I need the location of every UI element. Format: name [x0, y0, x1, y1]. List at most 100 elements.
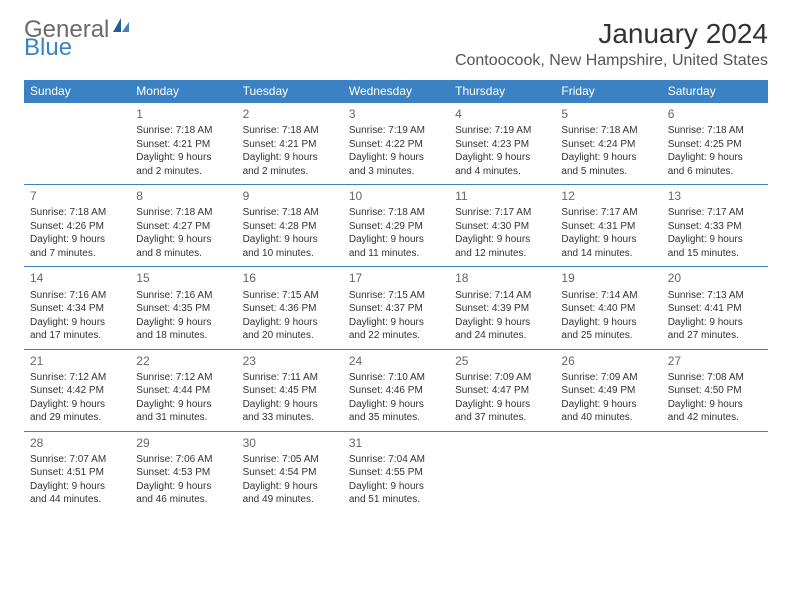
calendar-day-cell: 9 Sunrise: 7:18 AMSunset: 4:28 PMDaylight… [237, 185, 343, 267]
calendar-table: SundayMondayTuesdayWednesdayThursdayFrid… [24, 80, 768, 513]
calendar-day-cell: 28 Sunrise: 7:07 AMSunset: 4:51 PMDayligh… [24, 431, 130, 513]
day-info: Sunrise: 7:19 AMSunset: 4:22 PMDaylight:… [349, 124, 443, 178]
calendar-day-cell: 2 Sunrise: 7:18 AMSunset: 4:21 PMDaylight… [237, 103, 343, 185]
calendar-day-cell: 17 Sunrise: 7:15 AMSunset: 4:37 PMDayligh… [343, 267, 449, 349]
calendar-body: 1 Sunrise: 7:18 AMSunset: 4:21 PMDaylight… [24, 103, 768, 514]
logo-text-block: General Blue [24, 18, 131, 60]
calendar-day-cell: 6 Sunrise: 7:18 AMSunset: 4:25 PMDaylight… [662, 103, 768, 185]
calendar-day-cell: 21Sunrise: 7:12 AMSunset: 4:42 PMDayligh… [24, 349, 130, 431]
day-number: 14 [30, 270, 124, 286]
calendar-day-cell: 31Sunrise: 7:04 AMSunset: 4:55 PMDayligh… [343, 431, 449, 513]
day-number: 8 [136, 188, 230, 204]
calendar-day-cell: 19Sunrise: 7:14 AMSunset: 4:40 PMDayligh… [555, 267, 661, 349]
calendar-day-cell: 4Sunrise: 7:19 AMSunset: 4:23 PMDaylight… [449, 103, 555, 185]
day-info: Sunrise: 7:04 AMSunset: 4:55 PMDaylight:… [349, 453, 443, 507]
day-info: Sunrise: 7:18 AMSunset: 4:21 PMDaylight:… [136, 124, 230, 178]
calendar-day-cell: 22Sunrise: 7:12 AMSunset: 4:44 PMDayligh… [130, 349, 236, 431]
calendar-day-cell: 5Sunrise: 7:18 AMSunset: 4:24 PMDaylight… [555, 103, 661, 185]
day-info: Sunrise: 7:15 AMSunset: 4:36 PMDaylight:… [243, 289, 337, 343]
header: General Blue January 2024 Contoocook, Ne… [24, 18, 768, 76]
calendar-day-cell: 12 Sunrise: 7:17 AMSunset: 4:31 PMDayligh… [555, 185, 661, 267]
day-number: 26 [561, 353, 655, 369]
day-info: Sunrise: 7:05 AMSunset: 4:54 PMDaylight:… [243, 453, 337, 507]
day-header: Friday [555, 80, 661, 103]
day-info: Sunrise: 7:18 AMSunset: 4:21 PMDaylight:… [243, 124, 337, 178]
day-number: 1 [136, 106, 230, 122]
day-info: Sunrise: 7:16 AMSunset: 4:35 PMDaylight:… [136, 289, 230, 343]
day-number: 10 [349, 188, 443, 204]
day-header: Wednesday [343, 80, 449, 103]
day-info: Sunrise: 7:18 AMSunset: 4:26 PMDaylight:… [30, 206, 124, 260]
day-number: 28 [30, 435, 124, 451]
day-info: Sunrise: 7:09 AMSunset: 4:47 PMDaylight:… [455, 371, 549, 425]
day-number: 23 [243, 353, 337, 369]
day-number: 18 [455, 270, 549, 286]
calendar-day-cell: 8 Sunrise: 7:18 AMSunset: 4:27 PMDaylight… [130, 185, 236, 267]
day-info: Sunrise: 7:18 AMSunset: 4:29 PMDaylight:… [349, 206, 443, 260]
day-info: Sunrise: 7:17 AMSunset: 4:30 PMDaylight:… [455, 206, 549, 260]
day-info: Sunrise: 7:09 AMSunset: 4:49 PMDaylight:… [561, 371, 655, 425]
calendar-day-cell [24, 103, 130, 185]
calendar-week-row: 7Sunrise: 7:18 AMSunset: 4:26 PMDaylight… [24, 185, 768, 267]
day-header: Tuesday [237, 80, 343, 103]
day-info: Sunrise: 7:10 AMSunset: 4:46 PMDaylight:… [349, 371, 443, 425]
day-info: Sunrise: 7:06 AMSunset: 4:53 PMDaylight:… [136, 453, 230, 507]
day-number: 9 [243, 188, 337, 204]
day-number: 6 [668, 106, 762, 122]
day-info: Sunrise: 7:16 AMSunset: 4:34 PMDaylight:… [30, 289, 124, 343]
calendar-head: SundayMondayTuesdayWednesdayThursdayFrid… [24, 80, 768, 103]
calendar-day-cell: 29 Sunrise: 7:06 AMSunset: 4:53 PMDayligh… [130, 431, 236, 513]
day-info: Sunrise: 7:12 AMSunset: 4:44 PMDaylight:… [136, 371, 230, 425]
calendar-day-cell: 24Sunrise: 7:10 AMSunset: 4:46 PMDayligh… [343, 349, 449, 431]
title-block: January 2024 Contoocook, New Hampshire, … [455, 18, 768, 76]
calendar-day-cell [555, 431, 661, 513]
calendar-day-cell: 10 Sunrise: 7:18 AMSunset: 4:29 PMDayligh… [343, 185, 449, 267]
day-header-row: SundayMondayTuesdayWednesdayThursdayFrid… [24, 80, 768, 103]
day-number: 5 [561, 106, 655, 122]
day-info: Sunrise: 7:15 AMSunset: 4:37 PMDaylight:… [349, 289, 443, 343]
calendar-week-row: 14 Sunrise: 7:16 AMSunset: 4:34 PMDayligh… [24, 267, 768, 349]
day-info: Sunrise: 7:18 AMSunset: 4:27 PMDaylight:… [136, 206, 230, 260]
day-info: Sunrise: 7:17 AMSunset: 4:33 PMDaylight:… [668, 206, 762, 260]
day-header: Thursday [449, 80, 555, 103]
calendar-day-cell: 11 Sunrise: 7:17 AMSunset: 4:30 PMDayligh… [449, 185, 555, 267]
day-number: 17 [349, 270, 443, 286]
day-number: 27 [668, 353, 762, 369]
day-number: 30 [243, 435, 337, 451]
day-info: Sunrise: 7:14 AMSunset: 4:39 PMDaylight:… [455, 289, 549, 343]
calendar-week-row: 1 Sunrise: 7:18 AMSunset: 4:21 PMDaylight… [24, 103, 768, 185]
day-header: Monday [130, 80, 236, 103]
day-info: Sunrise: 7:13 AMSunset: 4:41 PMDaylight:… [668, 289, 762, 343]
calendar-day-cell: 13Sunrise: 7:17 AMSunset: 4:33 PMDayligh… [662, 185, 768, 267]
day-info: Sunrise: 7:18 AMSunset: 4:25 PMDaylight:… [668, 124, 762, 178]
day-info: Sunrise: 7:18 AMSunset: 4:28 PMDaylight:… [243, 206, 337, 260]
day-number: 20 [668, 270, 762, 286]
day-number: 21 [30, 353, 124, 369]
day-info: Sunrise: 7:08 AMSunset: 4:50 PMDaylight:… [668, 371, 762, 425]
day-number: 19 [561, 270, 655, 286]
calendar-day-cell: 3 Sunrise: 7:19 AMSunset: 4:22 PMDaylight… [343, 103, 449, 185]
calendar-day-cell: 30 Sunrise: 7:05 AMSunset: 4:54 PMDayligh… [237, 431, 343, 513]
day-number: 4 [455, 106, 549, 122]
day-number: 15 [136, 270, 230, 286]
logo-sail-icon [111, 16, 131, 39]
day-info: Sunrise: 7:07 AMSunset: 4:51 PMDaylight:… [30, 453, 124, 507]
calendar-day-cell: 25Sunrise: 7:09 AMSunset: 4:47 PMDayligh… [449, 349, 555, 431]
day-number: 12 [561, 188, 655, 204]
day-number: 3 [349, 106, 443, 122]
calendar-day-cell: 18 Sunrise: 7:14 AMSunset: 4:39 PMDayligh… [449, 267, 555, 349]
day-number: 2 [243, 106, 337, 122]
calendar-week-row: 21Sunrise: 7:12 AMSunset: 4:42 PMDayligh… [24, 349, 768, 431]
month-title: January 2024 [455, 18, 768, 50]
day-number: 11 [455, 188, 549, 204]
calendar-day-cell: 20 Sunrise: 7:13 AMSunset: 4:41 PMDayligh… [662, 267, 768, 349]
calendar-day-cell: 7Sunrise: 7:18 AMSunset: 4:26 PMDaylight… [24, 185, 130, 267]
day-header: Sunday [24, 80, 130, 103]
location-text: Contoocook, New Hampshire, United States [455, 52, 768, 70]
day-info: Sunrise: 7:17 AMSunset: 4:31 PMDaylight:… [561, 206, 655, 260]
day-number: 29 [136, 435, 230, 451]
calendar-day-cell: 23Sunrise: 7:11 AMSunset: 4:45 PMDayligh… [237, 349, 343, 431]
calendar-day-cell: 1 Sunrise: 7:18 AMSunset: 4:21 PMDaylight… [130, 103, 236, 185]
calendar-day-cell [662, 431, 768, 513]
calendar-day-cell: 26 Sunrise: 7:09 AMSunset: 4:49 PMDayligh… [555, 349, 661, 431]
